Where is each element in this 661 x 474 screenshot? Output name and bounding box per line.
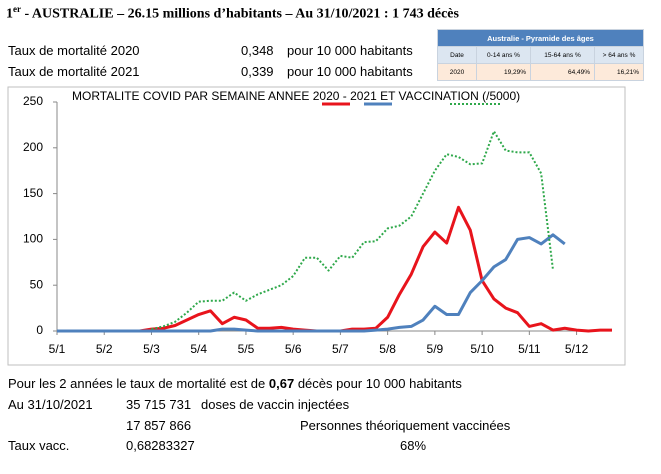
x-tick-label: 5/5	[238, 342, 255, 356]
td: 16,21%	[594, 63, 644, 81]
y-tick-label: 250	[23, 94, 43, 108]
x-tick-label: 5/9	[427, 342, 444, 356]
rate-label: Taux de mortalité 2021	[8, 64, 140, 79]
header-num: 1	[6, 6, 13, 22]
y-tick-label: 50	[30, 277, 44, 291]
y-tick-label: 0	[36, 323, 43, 337]
x-tick-label: 5/3	[143, 342, 160, 356]
rate-label: Taux de mortalité 2020	[8, 43, 140, 58]
x-tick-label: 5/7	[332, 342, 349, 356]
footer-doses: 35 715 731	[126, 397, 192, 412]
footer-doses-label: doses de vaccin injectées	[201, 397, 350, 412]
footer-rate: 0,68283327	[126, 438, 195, 453]
x-tick-label: 5/12	[565, 342, 589, 356]
chart-title: MORTALITE COVID PAR SEMAINE ANNEE 2020 -…	[72, 89, 520, 103]
footer-date: Au 31/10/2021	[8, 397, 93, 412]
summary-text: décès pour 10 000 habitants	[294, 376, 462, 391]
footer-persons: 17 857 866	[126, 418, 192, 433]
pyramid-title: Australie - Pyramide des âges	[437, 29, 644, 47]
header: 1er - AUSTRALIE – 26.15 millions d’habit…	[6, 4, 459, 23]
rate-unit: pour 10 000 habitants	[287, 43, 413, 58]
y-tick-label: 150	[23, 186, 43, 200]
chart-frame	[7, 86, 626, 366]
footer-persons-label: Personnes théoriquement vaccinées	[300, 418, 511, 433]
y-tick-label: 200	[23, 140, 43, 154]
summary-value: 0,67	[268, 376, 295, 391]
x-tick-label: 5/6	[285, 342, 302, 356]
x-tick-label: 5/10	[470, 342, 494, 356]
rate-value: 0,348	[241, 43, 274, 58]
x-tick-label: 5/2	[96, 342, 113, 356]
x-tick-label: 5/4	[190, 342, 207, 356]
footer-rate-pct: 68%	[400, 438, 427, 453]
series-line	[151, 130, 554, 331]
header-title: - AUSTRALIE – 26.15 millions d’habitants…	[21, 6, 459, 22]
summary: Pour les 2 années le taux de mortalité e…	[8, 376, 462, 391]
pyramid-table: Australie - Pyramide des âges Date 0-14 a…	[437, 29, 644, 81]
rate-value: 0,339	[241, 64, 274, 79]
x-tick-label: 5/8	[379, 342, 396, 356]
th: > 64 ans %	[594, 46, 644, 64]
rate-unit: pour 10 000 habitants	[287, 64, 413, 79]
x-tick-label: 5/1	[49, 342, 66, 356]
series-line	[57, 205, 612, 333]
header-sup: er	[13, 4, 21, 14]
footer-rate-label: Taux vacc.	[8, 438, 70, 453]
x-tick-label: 5/11	[518, 342, 541, 356]
series-line	[57, 233, 566, 333]
summary-text: Pour les 2 années le taux de mortalité e…	[8, 376, 269, 391]
y-tick-label: 100	[23, 232, 43, 246]
